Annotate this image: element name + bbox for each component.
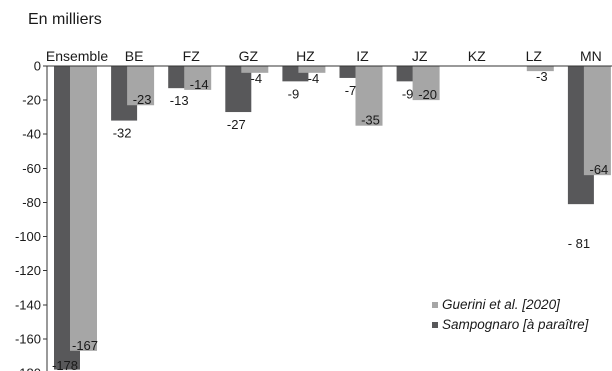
y-tick-label: -20 [22, 93, 41, 108]
data-label-guerini-gz: -4 [251, 71, 263, 86]
bars-layer [54, 66, 611, 370]
legend: Guerini et al. [2020] Sampognaro [à para… [432, 297, 590, 332]
legend-marker-sampognaro [432, 322, 438, 328]
category-label-ensemble: Ensemble [46, 48, 108, 64]
data-label-guerini-be: -23 [133, 92, 152, 107]
y-tick-label: -180 [15, 366, 41, 371]
bar-guerini-fz [184, 66, 212, 90]
data-labels: -178 -167 -32 -23 -13-14 -27 -4 -9 -4 -7 -35 -9 -20 -… [52, 69, 608, 371]
category-label-lz: LZ [526, 48, 543, 64]
y-tick-label: -100 [15, 229, 41, 244]
axes-layer [46, 65, 612, 371]
category-label-iz: IZ [356, 48, 369, 64]
category-label-kz: KZ [468, 48, 486, 64]
legend-label-guerini: Guerini et al. [2020] [442, 297, 561, 312]
data-label-sampognaro-fz: -13 [170, 93, 189, 108]
bar-sampognaro-iz [339, 66, 366, 78]
category-label-mn: MN [580, 48, 602, 64]
data-label-guerini-jz: -20 [418, 87, 437, 102]
bar-guerini-jz [412, 66, 440, 101]
data-label-guerini-iz: -35 [361, 113, 380, 128]
data-label-sampognaro-iz: -7 [345, 83, 357, 98]
bar-guerini-iz [355, 66, 383, 126]
bar-sampognaro-gz [225, 66, 252, 113]
data-label-sampognaro-mn: - 81 [568, 236, 590, 251]
data-label-sampognaro-be: -32 [113, 126, 132, 141]
data-label-sampognaro-jz: -9 [402, 86, 414, 101]
category-label-fz: FZ [183, 48, 201, 64]
data-label-guerini-mn: -64 [590, 162, 609, 177]
bar-guerini-ensemble [70, 66, 97, 351]
data-label-guerini-ensemble: -167 [72, 338, 98, 353]
category-label-be: BE [125, 48, 144, 64]
y-tick-label: -40 [22, 127, 41, 142]
y-tick-label: -160 [15, 331, 41, 346]
data-label-guerini-lz: -3 [536, 69, 548, 84]
legend-marker-guerini [432, 302, 438, 308]
legend-label-sampognaro: Sampognaro [à paraître] [442, 317, 590, 332]
y-unit-label: En milliers [28, 11, 102, 28]
bar-guerini-gz [241, 66, 269, 73]
category-label-jz: JZ [412, 48, 428, 64]
y-tick-label: -120 [15, 263, 41, 278]
bar-guerini-be [127, 66, 155, 106]
data-label-sampognaro-gz: -27 [227, 117, 246, 132]
y-tick-label: -80 [22, 195, 41, 210]
bar-guerini-lz [526, 66, 554, 72]
y-tick-label: 0 [34, 59, 41, 74]
category-label-gz: GZ [239, 48, 259, 64]
data-label-sampognaro-ensemble: -178 [52, 358, 78, 371]
category-labels: Ensemble BE FZ GZ HZ IZ JZ KZ LZ MN [46, 48, 602, 64]
y-ticks: 0 -20 -40 -60 -80 -100 -120 -140 -160 -180 [15, 59, 47, 371]
data-label-guerini-fz: -14 [190, 77, 209, 92]
data-label-sampognaro-hz: -9 [288, 86, 300, 101]
y-tick-label: -140 [15, 297, 41, 312]
category-label-hz: HZ [296, 48, 315, 64]
bar-guerini-mn [583, 66, 611, 176]
y-tick-label: -60 [22, 161, 41, 176]
bar-guerini-hz [298, 66, 326, 73]
data-label-guerini-hz: -4 [308, 71, 320, 86]
